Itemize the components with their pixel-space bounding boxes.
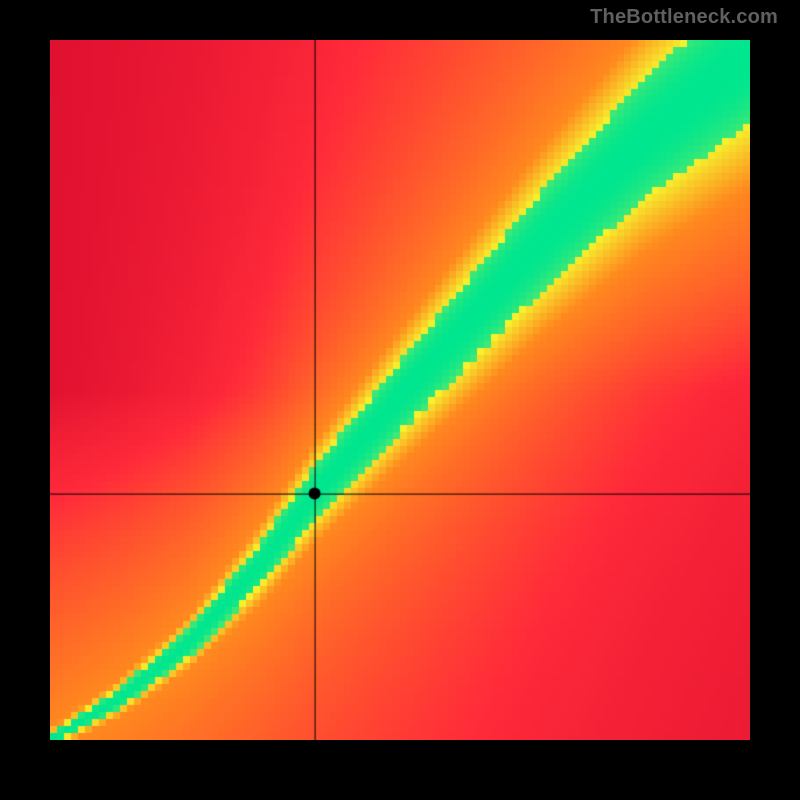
bottleneck-heatmap — [50, 40, 750, 740]
attribution-text: TheBottleneck.com — [590, 6, 778, 29]
stage: TheBottleneck.com — [0, 0, 800, 800]
